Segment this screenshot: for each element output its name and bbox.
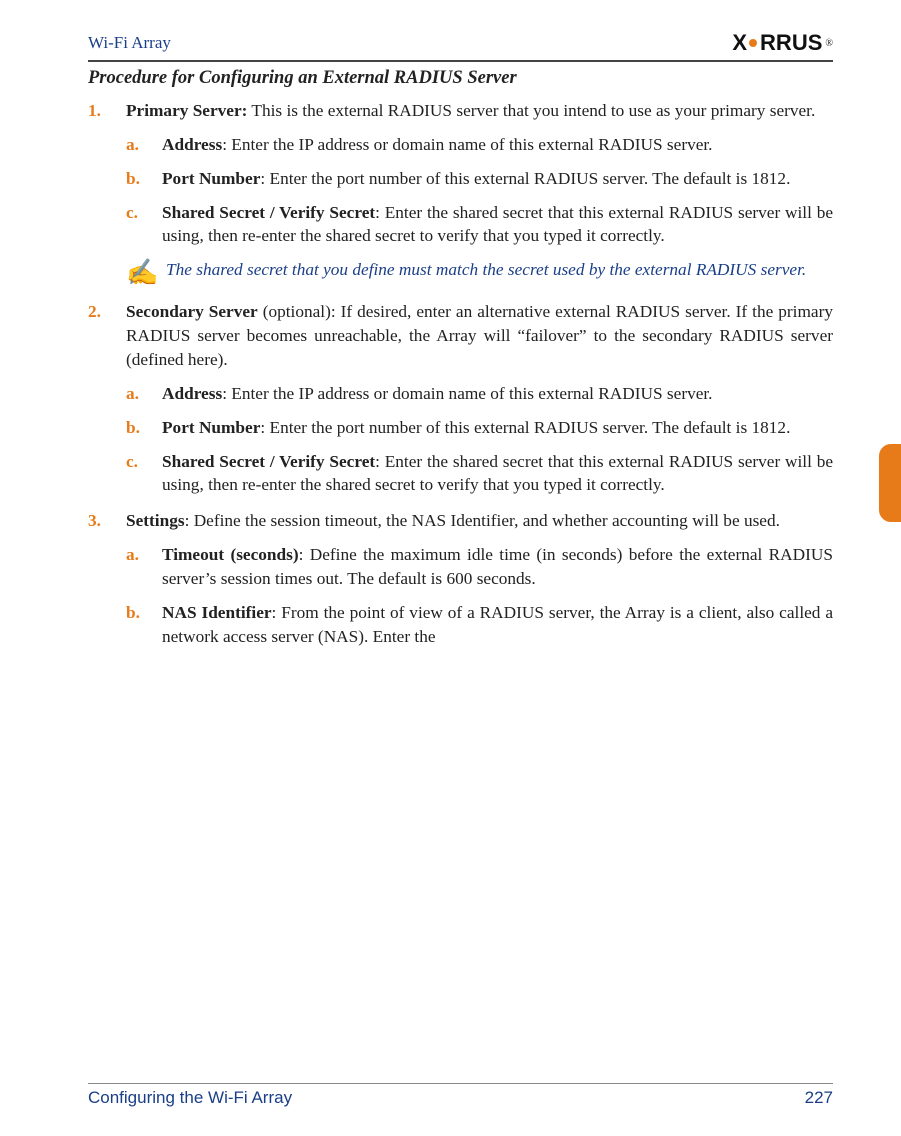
item-body: Secondary Server (optional): If desired,… (126, 300, 833, 372)
section-title: Procedure for Configuring an External RA… (88, 68, 833, 89)
sub-text: : Enter the IP address or domain name of… (222, 135, 712, 154)
sub-body: Shared Secret / Verify Secret: Enter the… (162, 201, 833, 249)
sub-text: : Enter the port number of this external… (260, 418, 790, 437)
item-body: Primary Server: This is the external RAD… (126, 99, 833, 123)
item-number: 3. (88, 509, 126, 533)
sub-letter: b. (126, 601, 162, 649)
sub-item: c. Shared Secret / Verify Secret: Enter … (126, 201, 833, 249)
footer-rule (88, 1083, 833, 1084)
running-head-text: Wi-Fi Array (88, 33, 171, 53)
item-number: 2. (88, 300, 126, 372)
item-lead-text: This is the external RADIUS server that … (247, 101, 815, 120)
sub-item: a. Address: Enter the IP address or doma… (126, 133, 833, 157)
list-item: 2. Secondary Server (optional): If desir… (88, 300, 833, 497)
sub-letter: c. (126, 450, 162, 498)
item-lead-label: Secondary Server (126, 302, 258, 321)
logo-registered: ® (825, 38, 833, 49)
note-hand-icon: ✍ (126, 258, 166, 286)
note-callout: ✍ The shared secret that you define must… (126, 258, 833, 286)
sub-label: Port Number (162, 418, 260, 437)
header-rule (88, 60, 833, 62)
sub-body: Timeout (seconds): Define the maximum id… (162, 543, 833, 591)
sub-label: Timeout (seconds) (162, 545, 299, 564)
sub-letter: a. (126, 543, 162, 591)
sub-letter: c. (126, 201, 162, 249)
sub-list: a. Address: Enter the IP address or doma… (126, 382, 833, 497)
sub-body: NAS Identifier: From the point of view o… (162, 601, 833, 649)
brand-logo: X RRUS ® (732, 30, 833, 56)
sub-list: a. Address: Enter the IP address or doma… (126, 133, 833, 248)
item-number: 1. (88, 99, 126, 123)
logo-dot-icon (749, 39, 757, 47)
sub-body: Port Number: Enter the port number of th… (162, 167, 833, 191)
ordered-list: 1. Primary Server: This is the external … (88, 99, 833, 649)
sub-body: Address: Enter the IP address or domain … (162, 133, 833, 157)
content: 1. Primary Server: This is the external … (88, 99, 833, 649)
thumb-tab (879, 444, 901, 522)
page: Wi-Fi Array X RRUS ® Procedure for Confi… (0, 0, 901, 1136)
list-item: 3. Settings: Define the session timeout,… (88, 509, 833, 648)
footer: Configuring the Wi-Fi Array 227 (88, 1083, 833, 1108)
item-lead-label: Settings (126, 511, 185, 530)
sub-letter: b. (126, 167, 162, 191)
page-number: 227 (805, 1088, 833, 1108)
list-item: 1. Primary Server: This is the external … (88, 99, 833, 286)
sub-label: Port Number (162, 169, 260, 188)
note-text: The shared secret that you define must m… (166, 258, 833, 286)
item-lead-text: : Define the session timeout, the NAS Id… (185, 511, 780, 530)
sub-letter: b. (126, 416, 162, 440)
sub-body: Address: Enter the IP address or domain … (162, 382, 833, 406)
sub-item: a. Timeout (seconds): Define the maximum… (126, 543, 833, 591)
sub-letter: a. (126, 382, 162, 406)
sub-item: b. NAS Identifier: From the point of vie… (126, 601, 833, 649)
sub-list: a. Timeout (seconds): Define the maximum… (126, 543, 833, 648)
running-header: Wi-Fi Array X RRUS ® (88, 30, 833, 56)
sub-label: Address (162, 135, 222, 154)
sub-label: NAS Identifier (162, 603, 272, 622)
sub-label: Shared Secret / Verify Secret (162, 452, 375, 471)
sub-item: a. Address: Enter the IP address or doma… (126, 382, 833, 406)
sub-body: Port Number: Enter the port number of th… (162, 416, 833, 440)
sub-item: b. Port Number: Enter the port number of… (126, 167, 833, 191)
sub-item: c. Shared Secret / Verify Secret: Enter … (126, 450, 833, 498)
item-body: Settings: Define the session timeout, th… (126, 509, 833, 533)
sub-letter: a. (126, 133, 162, 157)
item-lead-label: Primary Server: (126, 101, 247, 120)
logo-rrus: RRUS (760, 30, 822, 56)
sub-label: Shared Secret / Verify Secret (162, 203, 375, 222)
sub-text: : Enter the IP address or domain name of… (222, 384, 712, 403)
logo-x: X (732, 30, 746, 56)
sub-text: : Enter the port number of this external… (260, 169, 790, 188)
footer-section: Configuring the Wi-Fi Array (88, 1088, 292, 1108)
sub-label: Address (162, 384, 222, 403)
sub-item: b. Port Number: Enter the port number of… (126, 416, 833, 440)
sub-body: Shared Secret / Verify Secret: Enter the… (162, 450, 833, 498)
